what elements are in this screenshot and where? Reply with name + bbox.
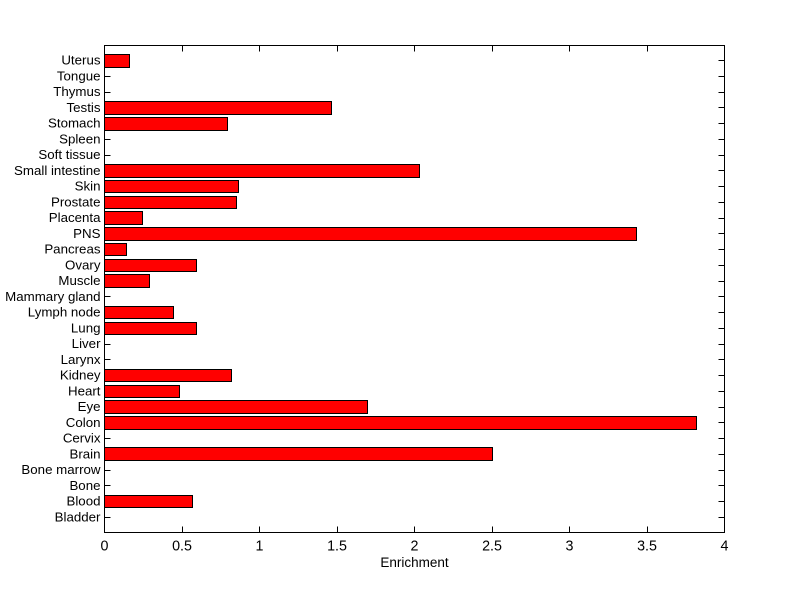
svg-text:Stomach: Stomach	[48, 116, 100, 131]
svg-text:Colon: Colon	[66, 415, 101, 430]
svg-text:Heart: Heart	[68, 383, 101, 398]
svg-text:Ovary: Ovary	[65, 257, 101, 272]
svg-text:Placenta: Placenta	[49, 210, 101, 225]
svg-text:Blood: Blood	[66, 494, 100, 509]
svg-text:3.5: 3.5	[637, 539, 657, 555]
svg-text:Uterus: Uterus	[61, 53, 101, 68]
svg-text:Lymph node: Lymph node	[28, 305, 101, 320]
svg-text:1: 1	[256, 539, 264, 555]
svg-text:Brain: Brain	[69, 446, 100, 461]
svg-text:0.5: 0.5	[172, 539, 192, 555]
svg-text:Cervix: Cervix	[63, 431, 101, 446]
svg-text:Liver: Liver	[72, 336, 101, 351]
svg-text:Tongue: Tongue	[57, 68, 101, 83]
svg-text:Soft tissue: Soft tissue	[38, 147, 100, 162]
svg-text:Mammary gland: Mammary gland	[5, 289, 100, 304]
svg-text:Spleen: Spleen	[59, 131, 100, 146]
svg-text:0: 0	[101, 539, 109, 555]
svg-text:PNS: PNS	[73, 226, 100, 241]
svg-text:Pancreas: Pancreas	[44, 242, 101, 257]
svg-text:Bone: Bone	[69, 478, 100, 493]
svg-text:4: 4	[721, 539, 729, 555]
svg-text:3: 3	[566, 539, 574, 555]
svg-text:Kidney: Kidney	[60, 368, 101, 383]
svg-text:Skin: Skin	[75, 179, 101, 194]
svg-text:1.5: 1.5	[327, 539, 347, 555]
svg-text:Testis: Testis	[67, 100, 101, 115]
svg-text:Prostate: Prostate	[51, 194, 101, 209]
svg-text:2.5: 2.5	[482, 539, 502, 555]
svg-text:Muscle: Muscle	[58, 273, 100, 288]
svg-text:2: 2	[411, 539, 419, 555]
svg-text:Small intestine: Small intestine	[14, 163, 100, 178]
svg-text:Lung: Lung	[71, 320, 101, 335]
svg-text:Thymus: Thymus	[53, 84, 101, 99]
svg-text:Eye: Eye	[78, 399, 101, 414]
svg-text:Enrichment: Enrichment	[380, 555, 449, 570]
svg-text:Bone marrow: Bone marrow	[21, 462, 100, 477]
svg-text:Bladder: Bladder	[55, 509, 101, 524]
svg-text:Larynx: Larynx	[61, 352, 101, 367]
